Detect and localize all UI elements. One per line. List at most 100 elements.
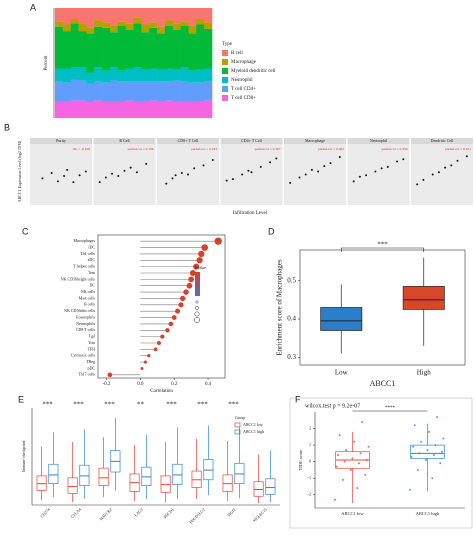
bar-segment xyxy=(204,81,213,101)
panel-title: B Cell xyxy=(119,138,130,143)
bar-segment xyxy=(149,8,158,23)
point xyxy=(364,473,367,476)
bar-segment xyxy=(149,68,158,82)
panel-letter: B xyxy=(4,122,10,132)
bar-segment xyxy=(196,101,205,118)
point xyxy=(431,173,434,176)
x-tick-label: CD274 xyxy=(39,507,51,519)
point xyxy=(84,170,87,173)
category-label: TReg xyxy=(86,359,95,364)
point xyxy=(111,172,114,175)
box xyxy=(265,478,276,495)
bar-segment xyxy=(62,101,71,118)
panel-strip xyxy=(220,138,283,144)
dot xyxy=(160,334,165,339)
bar-segment xyxy=(109,32,119,68)
bar-segment xyxy=(133,8,142,18)
legend-gradient xyxy=(195,272,200,296)
bar-segment xyxy=(70,8,79,19)
box xyxy=(98,467,109,486)
x-tick-label: TIGIT xyxy=(226,506,237,517)
y-tick-label: 0.4 xyxy=(287,315,296,323)
box xyxy=(320,307,363,331)
bar-segment xyxy=(109,25,119,33)
bar-segment xyxy=(157,69,166,82)
dot xyxy=(178,302,184,308)
panel-title: Neutrophil xyxy=(370,138,388,143)
point xyxy=(41,177,44,180)
bar-segment xyxy=(188,101,197,118)
panel-strip xyxy=(30,138,92,144)
bar-segment xyxy=(172,80,181,102)
point xyxy=(250,171,253,174)
bar-segment xyxy=(125,100,134,118)
point xyxy=(450,164,453,167)
bar-segment xyxy=(133,81,142,102)
legend-label: T cell CD4+ xyxy=(231,87,256,92)
point xyxy=(442,437,445,440)
point xyxy=(135,171,138,174)
bar-segment xyxy=(172,30,181,70)
bar-segment xyxy=(117,81,126,102)
point xyxy=(426,449,429,452)
bar-segment xyxy=(172,8,181,24)
category-label: iDC xyxy=(88,244,95,249)
point xyxy=(353,440,356,443)
bar-segment xyxy=(102,82,111,102)
dot xyxy=(107,372,113,378)
legend-swatch xyxy=(222,86,228,92)
point xyxy=(412,445,415,448)
category-label: Tcm xyxy=(88,340,96,345)
dot xyxy=(168,321,174,327)
bar-segment xyxy=(164,8,174,21)
bar-segment xyxy=(78,67,87,81)
x-axis-label: Correlation xyxy=(150,389,173,394)
point xyxy=(269,161,272,164)
point xyxy=(259,165,262,168)
bar-segment xyxy=(70,23,79,68)
point xyxy=(123,169,126,172)
point xyxy=(437,171,440,174)
point xyxy=(431,477,434,480)
bar-segment xyxy=(102,27,111,71)
bar-segment xyxy=(94,67,103,82)
x-tick-label: Low xyxy=(335,369,349,377)
legend-title: Group xyxy=(235,415,245,420)
point xyxy=(56,180,59,183)
point xyxy=(424,459,427,461)
bar-segment xyxy=(164,100,174,118)
point xyxy=(225,179,228,182)
bar-segment xyxy=(117,8,126,22)
category-label: TFH xyxy=(87,346,95,351)
bar-segment xyxy=(55,26,64,69)
dot xyxy=(147,354,151,358)
point xyxy=(465,155,468,158)
y-tick-label: 2 xyxy=(309,425,311,430)
bar-segment xyxy=(86,83,95,102)
point xyxy=(187,173,189,176)
bar-segment xyxy=(204,28,213,69)
x-tick-label: 0.4 xyxy=(205,382,212,387)
plot-frame xyxy=(299,249,466,366)
bar-segment xyxy=(70,19,79,24)
legend-size xyxy=(195,306,199,310)
bar-segment xyxy=(188,70,197,83)
significance: **** xyxy=(385,406,396,411)
bar-segment xyxy=(109,67,119,81)
y-tick-label: 0.3 xyxy=(287,353,296,361)
bar-segment xyxy=(180,67,189,82)
bar-segment xyxy=(141,24,150,33)
bar-segment xyxy=(102,101,111,118)
point xyxy=(310,168,313,171)
bar-segment xyxy=(164,81,174,101)
point xyxy=(380,167,383,170)
panel-strip xyxy=(157,138,219,144)
panel-strip xyxy=(284,138,346,144)
annotation: partial.cor = 0.307 xyxy=(255,147,281,151)
x-tick-label: CTLA4 xyxy=(70,507,82,519)
bar-segment xyxy=(196,8,205,19)
x-tick-label: SIGLEC15 xyxy=(252,507,268,523)
bar-segment xyxy=(55,21,64,27)
bar-segment xyxy=(188,33,197,71)
point xyxy=(66,168,69,171)
